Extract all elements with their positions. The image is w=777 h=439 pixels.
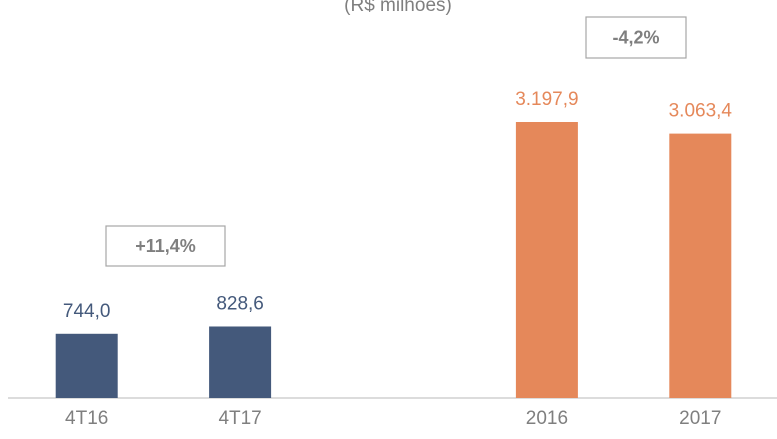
value-label: 828,6 [216, 294, 264, 315]
x-tick-label: 4T16 [65, 408, 108, 429]
bar [515, 122, 578, 398]
annotation-box [105, 225, 226, 267]
value-label: 744,0 [63, 301, 111, 322]
value-label: 3.063,4 [669, 101, 733, 122]
annotation: +11,4% [135, 236, 196, 256]
chart-subtitle: (R$ milhões) [344, 0, 452, 16]
x-tick-label: 2017 [679, 408, 721, 429]
bar [669, 133, 732, 398]
bar [209, 326, 272, 398]
value-label: 3.197,9 [515, 89, 578, 110]
bar [55, 333, 118, 398]
annotation: -4,2% [612, 27, 659, 47]
annotation-box [585, 16, 687, 59]
x-tick-label: 2016 [526, 408, 568, 429]
x-tick-label: 4T17 [218, 408, 261, 429]
